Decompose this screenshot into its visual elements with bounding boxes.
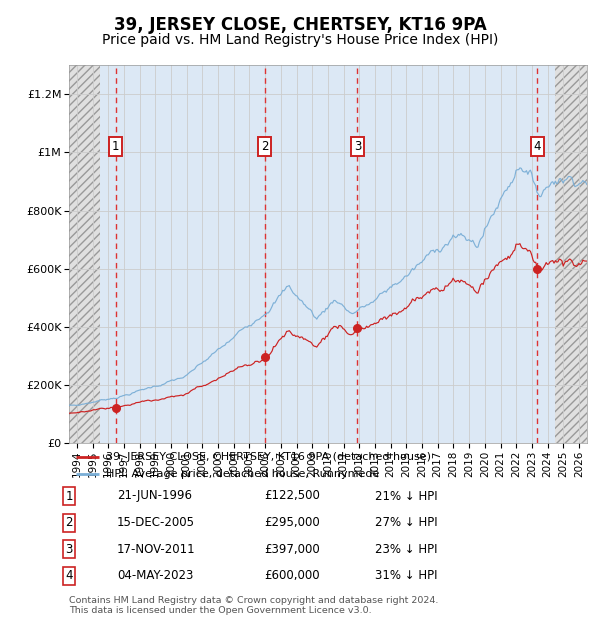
Text: HPI: Average price, detached house, Runnymede: HPI: Average price, detached house, Runn… bbox=[106, 469, 379, 479]
Text: 23% ↓ HPI: 23% ↓ HPI bbox=[375, 543, 437, 556]
Text: 04-MAY-2023: 04-MAY-2023 bbox=[117, 570, 193, 582]
Text: 39, JERSEY CLOSE, CHERTSEY, KT16 9PA (detached house): 39, JERSEY CLOSE, CHERTSEY, KT16 9PA (de… bbox=[106, 452, 431, 462]
Text: £397,000: £397,000 bbox=[264, 543, 320, 556]
Text: £600,000: £600,000 bbox=[264, 570, 320, 582]
Bar bbox=[69, 65, 100, 443]
Text: 17-NOV-2011: 17-NOV-2011 bbox=[117, 543, 196, 556]
Text: 4: 4 bbox=[65, 570, 73, 582]
Text: 2: 2 bbox=[261, 140, 268, 153]
Text: 31% ↓ HPI: 31% ↓ HPI bbox=[375, 570, 437, 582]
Text: 15-DEC-2005: 15-DEC-2005 bbox=[117, 516, 195, 529]
Text: 3: 3 bbox=[354, 140, 361, 153]
Text: 1: 1 bbox=[112, 140, 119, 153]
Text: 27% ↓ HPI: 27% ↓ HPI bbox=[375, 516, 437, 529]
Text: Contains HM Land Registry data © Crown copyright and database right 2024.
This d: Contains HM Land Registry data © Crown c… bbox=[69, 596, 439, 615]
Text: £122,500: £122,500 bbox=[264, 490, 320, 502]
Text: 21% ↓ HPI: 21% ↓ HPI bbox=[375, 490, 437, 502]
Text: Price paid vs. HM Land Registry's House Price Index (HPI): Price paid vs. HM Land Registry's House … bbox=[102, 33, 498, 47]
Bar bbox=[556, 65, 587, 443]
Text: £295,000: £295,000 bbox=[264, 516, 320, 529]
Text: 39, JERSEY CLOSE, CHERTSEY, KT16 9PA: 39, JERSEY CLOSE, CHERTSEY, KT16 9PA bbox=[113, 16, 487, 33]
Text: 3: 3 bbox=[65, 543, 73, 556]
Text: 2: 2 bbox=[65, 516, 73, 529]
Text: 4: 4 bbox=[533, 140, 541, 153]
Text: 1: 1 bbox=[65, 490, 73, 502]
Text: 21-JUN-1996: 21-JUN-1996 bbox=[117, 490, 192, 502]
